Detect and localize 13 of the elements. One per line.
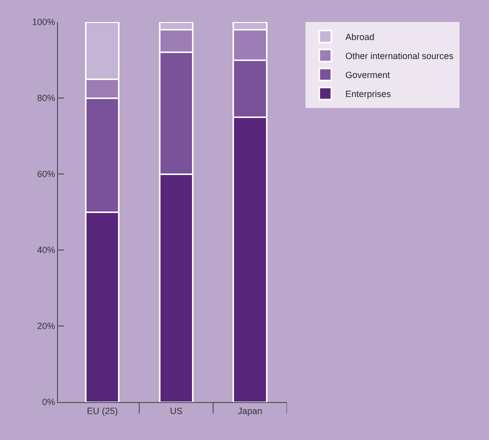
y-tick-label: 20% xyxy=(37,321,56,332)
legend-label: Goverment xyxy=(345,70,390,80)
legend-label: Enterprises xyxy=(345,89,392,100)
legend-label: Abroad xyxy=(345,32,374,42)
x-tick-label: EU (25) xyxy=(86,406,118,416)
y-tick-label: 0% xyxy=(42,397,56,408)
x-tick-label: Japan xyxy=(238,406,262,416)
x-tick-label: US xyxy=(170,406,182,416)
y-tick-label: 100% xyxy=(32,17,56,28)
y-tick-label: 80% xyxy=(37,93,56,104)
y-tick-label: 60% xyxy=(37,169,56,180)
legend-label: Other international sources xyxy=(345,51,454,62)
y-tick-label: 40% xyxy=(37,245,56,256)
